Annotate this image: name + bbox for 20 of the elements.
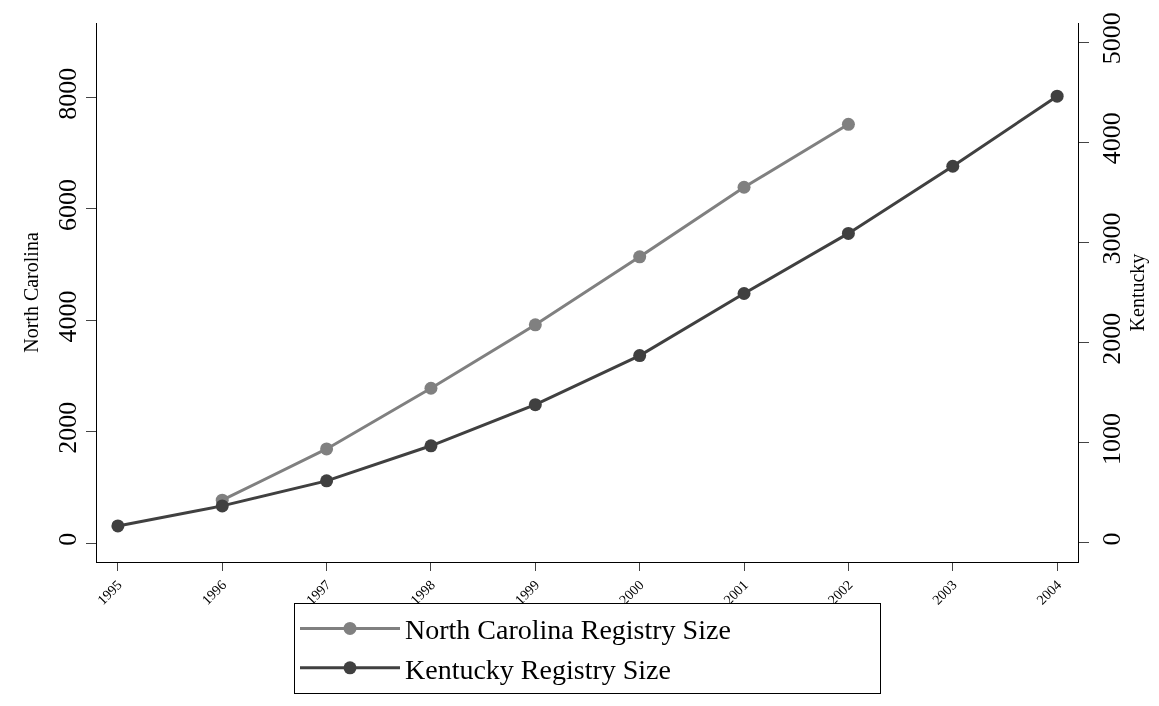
legend-label: North Carolina Registry Size xyxy=(405,614,731,646)
x-tick-label: 1999 xyxy=(511,577,543,608)
y-tick-label: 8000 xyxy=(52,67,82,120)
y-axis-title: North Carolina xyxy=(20,232,43,353)
y-tick-label: 2000 xyxy=(52,401,82,454)
y2-tick-label: 2000 xyxy=(1097,312,1127,365)
y2-tick-label: 5000 xyxy=(1097,12,1127,65)
y2-tick-label: 1000 xyxy=(1097,412,1127,465)
x-tick-label: 2002 xyxy=(825,577,856,608)
y-tick-label: 6000 xyxy=(52,179,82,232)
x-tick-label: 1998 xyxy=(407,577,439,608)
y-tick-label: 4000 xyxy=(52,290,82,343)
y2-axis-title: Kentucky xyxy=(1126,253,1150,332)
x-tick-label: 2000 xyxy=(616,577,647,608)
y-tick-label: 0 xyxy=(52,532,82,546)
x-tick-label: 2001 xyxy=(720,577,752,608)
y2-tick-label: 0 xyxy=(1097,532,1127,546)
legend-label: Kentucky Registry Size xyxy=(405,653,671,685)
y2-tick-label: 4000 xyxy=(1097,112,1127,165)
y2-tick-label: 3000 xyxy=(1097,212,1127,265)
